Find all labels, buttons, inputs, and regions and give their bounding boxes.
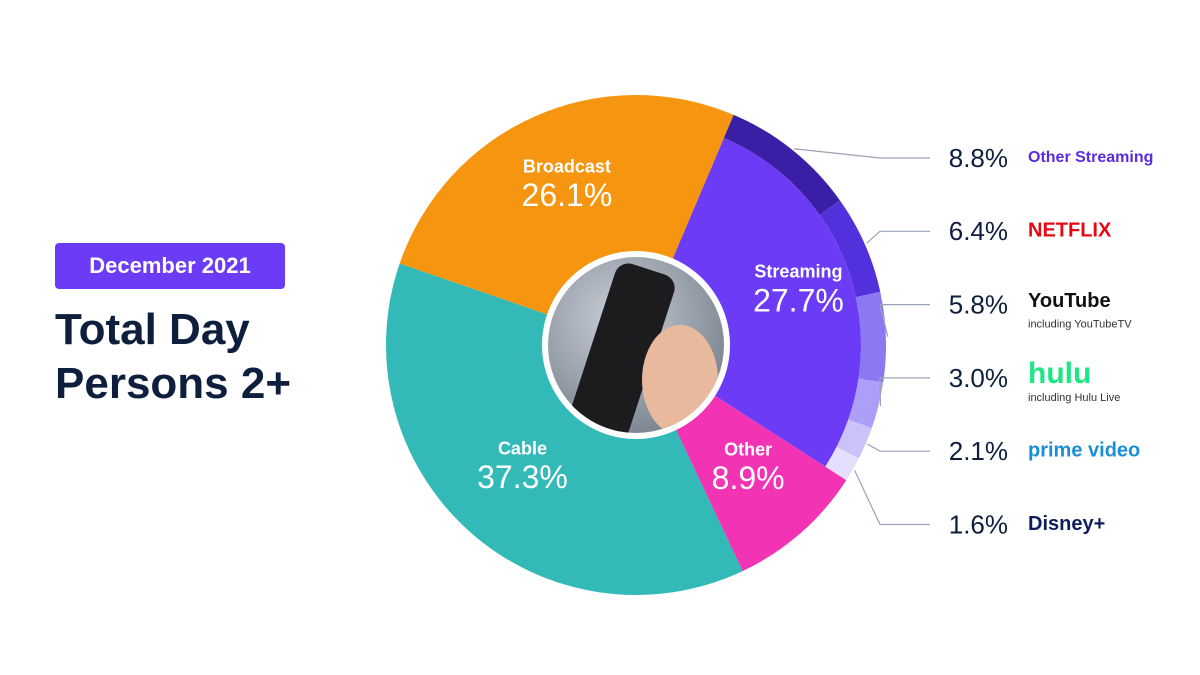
- wedge-name: Cable: [498, 438, 547, 458]
- breakdown-name: hulu: [1028, 357, 1091, 390]
- ring-segment: [836, 419, 872, 459]
- leader-line: [879, 377, 930, 406]
- breakdown-value: 8.8%: [949, 143, 1008, 173]
- wedge: [636, 137, 862, 467]
- ring-segment: [819, 200, 881, 298]
- wedge-value: 8.9%: [712, 460, 785, 496]
- wedge-name: Other: [724, 440, 772, 460]
- center-photo: [542, 251, 730, 439]
- breakdown-name: Other Streaming: [1028, 149, 1153, 166]
- remote: [567, 263, 675, 433]
- ring-segment: [848, 378, 884, 429]
- breakdown-value: 3.0%: [949, 363, 1008, 393]
- wedge-value: 26.1%: [522, 177, 613, 213]
- breakdown-value: 6.4%: [949, 216, 1008, 246]
- breakdown-value: 1.6%: [949, 509, 1008, 539]
- breakdown-value: 5.8%: [949, 289, 1008, 319]
- breakdown-name: NETFLIX: [1028, 220, 1112, 242]
- wedge-name: Broadcast: [523, 156, 611, 176]
- breakdown-note: including YouTubeTV: [1028, 319, 1132, 331]
- breakdown-name: YouTube: [1028, 290, 1111, 312]
- ring-segment: [723, 114, 840, 215]
- breakdown-name: Disney+: [1028, 513, 1105, 535]
- leader-line: [879, 304, 930, 338]
- leader-line: [867, 443, 930, 452]
- leader-line: [854, 470, 930, 526]
- wedge-value: 27.7%: [753, 282, 844, 318]
- breakdown-name: prime video: [1028, 439, 1140, 461]
- ring-segment: [855, 291, 887, 383]
- date-badge: December 2021: [55, 243, 285, 289]
- breakdown-value: 2.1%: [949, 436, 1008, 466]
- leader-line: [866, 230, 930, 244]
- leader-line: [793, 148, 930, 159]
- ring-segment: [825, 447, 859, 481]
- wedge: [386, 263, 743, 595]
- breakdown-note: including Hulu Live: [1028, 392, 1120, 404]
- wedge-name: Streaming: [754, 262, 842, 282]
- wedge-value: 37.3%: [477, 459, 568, 495]
- chart-title: Total Day Persons 2+: [55, 305, 292, 408]
